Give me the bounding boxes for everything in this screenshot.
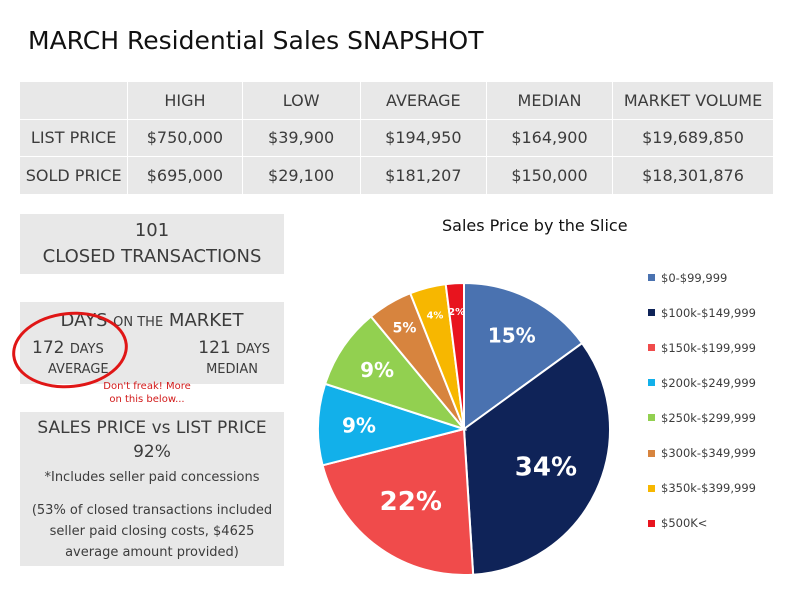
legend-swatch: [648, 414, 655, 422]
table-cell: LIST PRICE: [30, 128, 117, 148]
handwritten-note: Don't freak! More on this below...: [103, 381, 191, 405]
table-cell: $19,689,850: [612, 119, 773, 157]
pie-label-0-99-999: 15%: [488, 323, 536, 347]
sales-price-pie-chart: Sales Price by the Slice 15% 34% 22% 9% 9% 5%…: [300, 210, 793, 595]
days-on-market-box: DAYS ON THE MARKET 172 DAYS 121 DAYS AVE…: [20, 302, 284, 384]
dom-average-number: 172: [32, 338, 65, 358]
table-cell: $164,900: [485, 119, 612, 157]
dom-heading-market: MARKET: [168, 310, 244, 331]
closed-label: CLOSED TRANSACTIONS: [42, 246, 262, 267]
legend-item-500k: $500K<: [648, 506, 756, 541]
sales-vs-list-box: SALES PRICE vs LIST PRICE 92% *Includes …: [20, 412, 284, 566]
sales-vs-list-value: 92%: [133, 442, 171, 462]
legend-swatch: [648, 519, 655, 527]
pie-label-500k: 2%: [448, 307, 465, 318]
legend-item-350k-399-999: $350k-$399,999: [648, 471, 756, 506]
legend-swatch: [648, 379, 655, 387]
dom-heading-on-the: ON THE: [113, 315, 164, 330]
legend-item-300k-349-999: $300k-$349,999: [648, 435, 756, 470]
table-cell: $181,207: [359, 157, 486, 194]
legend-item-200k-249-999: $200k-$249,999: [648, 365, 756, 400]
table-header-cell: MEDIAN: [485, 82, 612, 119]
pie-svg: 15% 34% 22% 9% 9% 5% 4% 2%: [317, 281, 611, 576]
dom-median-label: MEDIAN: [206, 362, 258, 377]
price-stats-table: HIGH LOW AVERAGE MEDIAN MARKET VOLUME LI…: [20, 82, 773, 194]
legend-item-250k-299-999: $250k-$299,999: [648, 400, 756, 435]
table-cell: $695,000: [127, 157, 241, 194]
concessions-detail: (53% of closed transactions included sel…: [31, 503, 273, 560]
legend-label: $0-$99,999: [661, 270, 728, 285]
pie-slice-0-99-999: [463, 281, 584, 431]
chart-legend: $0-$99,999 $100k-$149,999 $150k-$199,999 $2…: [648, 260, 756, 541]
legend-item-0-99-999: $0-$99,999: [648, 260, 756, 295]
concessions-footnote: *Includes seller paid concessions: [44, 470, 260, 485]
dom-average-label: AVERAGE: [48, 362, 109, 377]
pie-label-300k-349-999: 5%: [393, 320, 417, 336]
pie-label-250k-299-999: 9%: [360, 358, 394, 382]
dom-median-value: 121 DAYS: [198, 338, 270, 358]
table-cell: $29,100: [241, 157, 360, 194]
dom-median-unit: DAYS: [236, 342, 270, 357]
table-row: SOLD PRICE $695,000 $29,100 $181,207 $15…: [20, 156, 773, 194]
days-on-market-heading: DAYS ON THE MARKET: [20, 310, 284, 331]
page-title: MARCH Residential Sales SNAPSHOT: [28, 26, 484, 55]
table-cell: $150,000: [485, 157, 612, 194]
table-cell: $18,301,876: [612, 157, 773, 194]
pie-label-350k-399-999: 4%: [426, 310, 443, 321]
table-header-cell: LOW: [241, 82, 360, 119]
legend-swatch: [648, 344, 655, 352]
pie-slice-100k-149-999: [462, 341, 611, 576]
legend-label: $300k-$349,999: [661, 446, 756, 461]
pie-slice-150k-199-999: [321, 427, 475, 576]
legend-label: $500K<: [661, 516, 708, 531]
legend-item-150k-199-999: $150k-$199,999: [648, 330, 756, 365]
table-header-cell: [20, 82, 127, 119]
legend-swatch: [648, 449, 655, 457]
chart-title: Sales Price by the Slice: [442, 216, 628, 235]
legend-label: $350k-$399,999: [661, 481, 756, 496]
table-cell: SOLD PRICE: [25, 166, 122, 186]
legend-swatch: [648, 484, 655, 492]
legend-item-100k-149-999: $100k-$149,999: [648, 295, 756, 330]
legend-label: $100k-$149,999: [661, 305, 756, 320]
pie-label-150k-199-999: 22%: [380, 487, 442, 517]
pie-label-100k-149-999: 34%: [515, 453, 577, 483]
legend-label: $150k-$199,999: [661, 340, 756, 355]
table-header-cell: MARKET VOLUME: [612, 82, 773, 119]
table-cell: $39,900: [241, 119, 360, 157]
legend-swatch: [648, 274, 655, 282]
legend-label: $250k-$299,999: [661, 410, 756, 425]
legend-label: $200k-$249,999: [661, 375, 756, 390]
table-header-cell: AVERAGE: [359, 82, 486, 119]
pie-slice-250k-299-999: [323, 315, 467, 432]
dom-average-unit: DAYS: [69, 342, 104, 357]
legend-swatch: [648, 309, 655, 317]
sales-vs-list-title: SALES PRICE vs LIST PRICE: [37, 418, 267, 438]
table-cell: $750,000: [127, 119, 241, 157]
pie-slice-500k: [444, 281, 465, 430]
closed-transactions-box: 101 CLOSED TRANSACTIONS: [20, 214, 284, 274]
closed-count: 101: [134, 220, 170, 241]
dom-median-number: 121: [198, 338, 231, 358]
dom-average-value: 172 DAYS: [32, 338, 104, 358]
pie-label-200k-249-999: 9%: [342, 414, 376, 438]
table-header-row: HIGH LOW AVERAGE MEDIAN MARKET VOLUME: [20, 82, 773, 119]
table-row: LIST PRICE $750,000 $39,900 $194,950 $16…: [20, 118, 773, 157]
table-cell: $194,950: [359, 119, 486, 157]
dom-heading-days: DAYS: [60, 310, 108, 331]
pie-slice-200k-249-999: [317, 382, 468, 467]
table-header-cell: HIGH: [127, 82, 241, 119]
